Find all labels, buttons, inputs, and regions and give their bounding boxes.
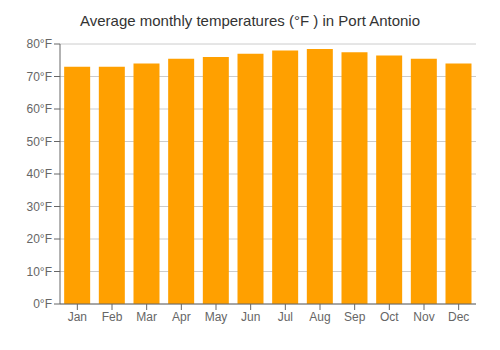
svg-text:20°F: 20°F: [27, 232, 52, 246]
svg-text:Jul: Jul: [278, 310, 293, 324]
svg-text:Nov: Nov: [413, 310, 434, 324]
svg-text:Oct: Oct: [380, 310, 399, 324]
svg-text:May: May: [205, 310, 228, 324]
svg-text:10°F: 10°F: [27, 265, 52, 279]
svg-text:Feb: Feb: [102, 310, 123, 324]
svg-text:Sep: Sep: [344, 310, 366, 324]
svg-text:50°F: 50°F: [27, 135, 52, 149]
svg-text:70°F: 70°F: [27, 70, 52, 84]
svg-text:80°F: 80°F: [27, 37, 52, 51]
svg-text:30°F: 30°F: [27, 200, 52, 214]
svg-text:Mar: Mar: [136, 310, 157, 324]
svg-text:40°F: 40°F: [27, 167, 52, 181]
html-text:Average monthly temperatures (: Average monthly temperatures (°F ) in Po…: [80, 12, 420, 29]
svg-text:Apr: Apr: [172, 310, 191, 324]
svg-text:Jun: Jun: [241, 310, 260, 324]
svg-text:0°F: 0°F: [33, 297, 52, 311]
svg-text:60°F: 60°F: [27, 102, 52, 116]
svg-text:Jan: Jan: [68, 310, 87, 324]
svg-text:Dec: Dec: [448, 310, 469, 324]
svg-text:Aug: Aug: [309, 310, 330, 324]
